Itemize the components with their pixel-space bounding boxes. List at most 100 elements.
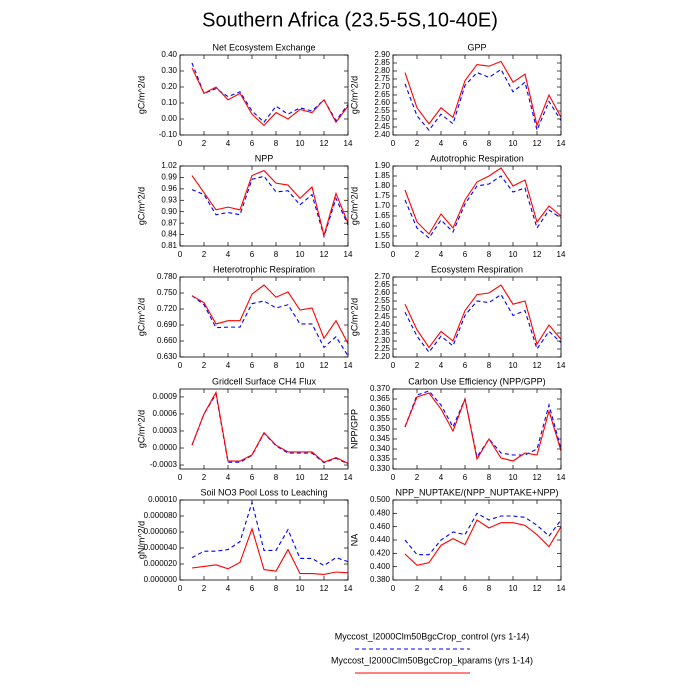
x-tick-label: 8 (274, 250, 279, 259)
x-tick-label: 12 (320, 250, 329, 259)
y-tick-label: 1.65 (374, 211, 390, 220)
y-tick-label: 0.000060 (144, 527, 178, 536)
x-tick-label: 2 (415, 139, 420, 148)
y-tick-label: 2.80 (374, 66, 390, 75)
y-axis-label: gC/m^2/d (136, 187, 146, 225)
y-tick-label: 0.780 (157, 272, 178, 281)
y-axis-label: gC/m^2/d (136, 410, 146, 448)
x-tick-label: 0 (178, 250, 183, 259)
x-tick-label: 8 (274, 473, 279, 482)
y-tick-label: 0.400 (370, 562, 391, 571)
plot-frame (392, 276, 562, 358)
x-tick-label: 12 (320, 473, 329, 482)
y-tick-label: 2.65 (374, 280, 390, 289)
y-tick-label: 1.70 (374, 201, 390, 210)
x-tick-label: 12 (320, 139, 329, 148)
x-tick-label: 14 (344, 361, 353, 370)
x-tick-label: 2 (202, 473, 207, 482)
y-tick-label: 2.50 (374, 304, 390, 313)
x-tick-label: 8 (487, 473, 492, 482)
x-tick-label: 14 (557, 139, 566, 148)
x-tick-label: 0 (391, 584, 396, 593)
y-tick-label: 0.30 (161, 66, 177, 75)
x-tick-label: 4 (439, 250, 444, 259)
y-tick-label: 0.000000 (144, 575, 178, 584)
y-tick-label: 0.480 (370, 508, 391, 517)
panel-title: Ecosystem Respiration (431, 264, 523, 274)
x-tick-label: 8 (487, 139, 492, 148)
y-tick-label: 1.55 (374, 231, 390, 240)
data-line (404, 284, 562, 349)
x-tick-label: 14 (344, 139, 353, 148)
y-tick-label: 0.440 (370, 535, 391, 544)
x-tick-label: 14 (344, 473, 353, 482)
y-tick-label: 0.370 (370, 384, 391, 393)
y-tick-label: 0.380 (370, 575, 391, 584)
x-tick-label: 14 (557, 584, 566, 593)
y-tick-label: 0.750 (157, 288, 178, 297)
plot-frame (392, 388, 562, 470)
x-tick-label: 14 (557, 250, 566, 259)
y-tick-label: 0.0003 (153, 426, 178, 435)
y-axis-label: gC/m^2/d (349, 76, 359, 114)
data-line (191, 67, 349, 127)
y-tick-label: 2.70 (374, 82, 390, 91)
y-tick-label: 2.25 (374, 344, 390, 353)
y-tick-label: 0.720 (157, 304, 178, 313)
x-tick-label: 2 (415, 361, 420, 370)
x-tick-label: 0 (391, 250, 396, 259)
y-tick-label: 0.87 (161, 218, 177, 227)
y-tick-label: 2.50 (374, 114, 390, 123)
panel-title: Carbon Use Efficiency (NPP/GPP) (408, 376, 545, 386)
data-line (404, 175, 562, 239)
y-axis-label: NPP/GPP (349, 409, 359, 449)
x-tick-label: 8 (274, 139, 279, 148)
y-tick-label: 0.99 (161, 173, 177, 182)
figure-title: Southern Africa (23.5-5S,10-40E) (202, 9, 498, 31)
panel-title: Gridcell Surface CH4 Flux (212, 376, 317, 386)
data-line (404, 293, 562, 354)
data-line (404, 512, 562, 556)
x-tick-label: 6 (250, 473, 255, 482)
y-axis-label: gC/m^2/d (349, 298, 359, 336)
x-tick-label: 0 (178, 361, 183, 370)
y-tick-label: 1.90 (374, 161, 390, 170)
plot-frame (179, 54, 349, 136)
x-tick-label: 4 (226, 473, 231, 482)
x-tick-label: 6 (463, 584, 468, 593)
x-tick-label: 4 (439, 473, 444, 482)
x-tick-label: 0 (178, 139, 183, 148)
x-tick-label: 14 (344, 250, 353, 259)
y-tick-label: 0.96 (161, 184, 177, 193)
plot-frame (179, 165, 349, 247)
y-tick-label: 0.460 (370, 522, 391, 531)
panel-title: Heterotrophic Respiration (213, 264, 315, 274)
x-tick-label: 10 (509, 473, 518, 482)
x-tick-label: 8 (274, 361, 279, 370)
x-tick-label: 2 (202, 361, 207, 370)
y-tick-label: 2.45 (374, 122, 390, 131)
y-tick-label: 0.81 (161, 241, 177, 250)
y-tick-label: 0.0006 (153, 409, 178, 418)
y-tick-label: 1.85 (374, 171, 390, 180)
x-tick-label: 2 (202, 584, 207, 593)
y-tick-label: 0.660 (157, 336, 178, 345)
plot-frame (179, 499, 349, 581)
legend-label: Myccost_I2000Clm50BgcCrop_kparams (yrs 1… (331, 655, 533, 665)
y-tick-label: 2.30 (374, 336, 390, 345)
x-tick-label: 10 (296, 361, 305, 370)
y-tick-label: 2.55 (374, 106, 390, 115)
x-tick-label: 4 (226, 139, 231, 148)
y-tick-label: 0.90 (161, 207, 177, 216)
y-tick-label: 1.80 (374, 181, 390, 190)
panel-title: NPP_NUPTAKE/(NPP_NUPTAKE+NPP) (396, 487, 559, 497)
x-tick-label: 12 (533, 139, 542, 148)
y-tick-label: 0.000080 (144, 511, 178, 520)
y-tick-label: 0.355 (370, 414, 391, 423)
x-tick-label: 4 (439, 584, 444, 593)
y-tick-label: 2.65 (374, 90, 390, 99)
x-tick-label: 6 (463, 473, 468, 482)
x-tick-label: 10 (296, 584, 305, 593)
y-tick-label: 0.0009 (153, 392, 178, 401)
